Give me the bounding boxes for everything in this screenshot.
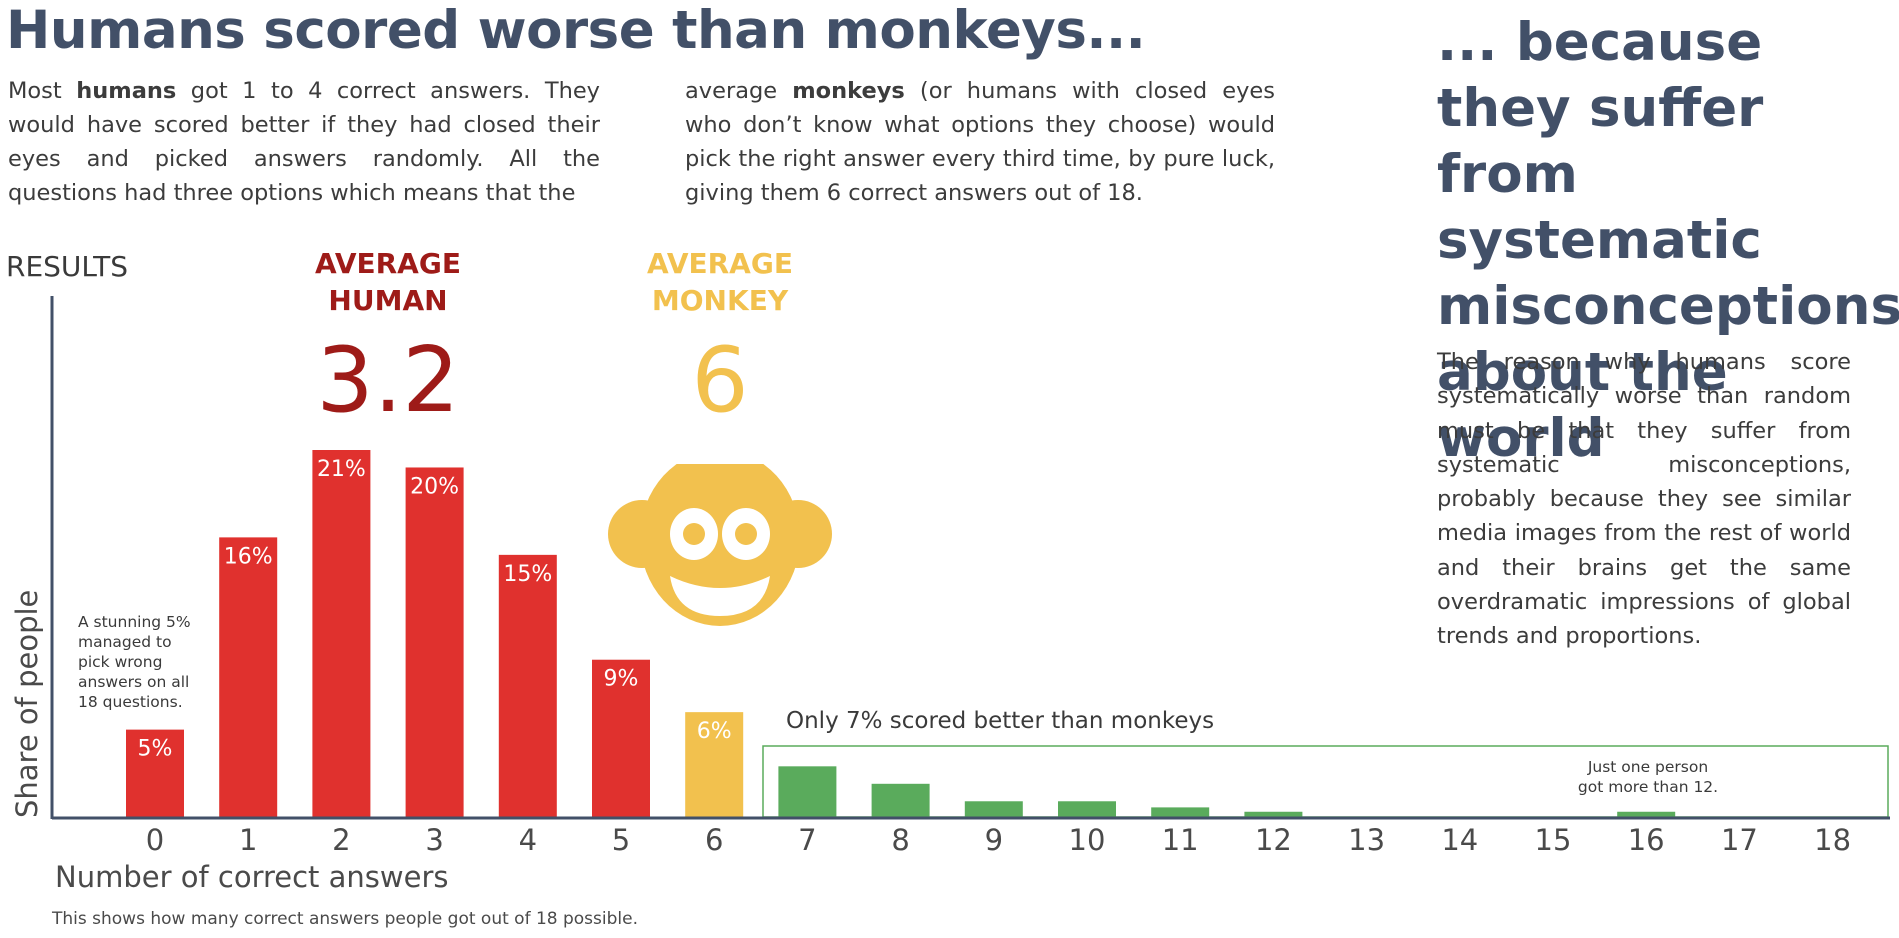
bar-8 bbox=[871, 783, 930, 817]
intro-right-run: monkeys bbox=[792, 78, 905, 104]
data-label-0: 5% bbox=[138, 737, 173, 762]
intro-left-run: got 1 to 4 correct answers. They would h… bbox=[8, 78, 600, 206]
intro-left-run: Most bbox=[8, 78, 77, 104]
note-one-person-line-1: Just one person bbox=[1587, 758, 1709, 776]
note-one-person: Just one person got more than 12. bbox=[1548, 757, 1748, 797]
average-monkey-label-line-1: AVERAGE bbox=[647, 247, 793, 280]
intro-left: Most humans got 1 to 4 correct answers. … bbox=[8, 74, 600, 210]
bar-9 bbox=[964, 801, 1023, 817]
data-label-2: 21% bbox=[317, 457, 366, 482]
x-tick-3: 3 bbox=[425, 823, 443, 857]
footer-note: This shows how many correct answers peop… bbox=[52, 909, 638, 929]
average-human-label-line-1: AVERAGE bbox=[315, 247, 461, 280]
data-label-5: 9% bbox=[604, 667, 639, 692]
average-monkey-label-line-2: MONKEY bbox=[651, 284, 789, 317]
annotation-zero-correct: A stunning 5% managed to pick wrong answ… bbox=[78, 613, 191, 711]
better-than-monkeys-label: Only 7% scored better than monkeys bbox=[786, 708, 1215, 734]
average-monkey-value: 6 bbox=[691, 328, 749, 433]
right-heading-line: about the world bbox=[1437, 342, 1728, 469]
headline: Humans scored worse than monkeys... bbox=[6, 0, 1146, 61]
bar-10 bbox=[1058, 801, 1116, 817]
average-monkey-label: AVERAGE MONKEY bbox=[647, 245, 793, 319]
x-tick-7: 7 bbox=[798, 823, 816, 857]
note-one-person-line-2: got more than 12. bbox=[1577, 778, 1719, 796]
right-heading-line: misconceptions bbox=[1437, 276, 1899, 337]
x-tick-12: 12 bbox=[1255, 823, 1292, 857]
bar-16 bbox=[1617, 811, 1676, 817]
x-tick-2: 2 bbox=[332, 823, 350, 857]
right-paragraph: The reason why humans score systematical… bbox=[1437, 349, 1851, 650]
bar-6 bbox=[685, 712, 744, 817]
right-heading: ... because they suffer from systematic mis… bbox=[1437, 10, 1899, 472]
bar-5 bbox=[592, 659, 650, 817]
bar-4 bbox=[498, 554, 557, 817]
x-tick-13: 13 bbox=[1348, 823, 1385, 857]
intro-right-run: average bbox=[685, 78, 793, 104]
x-tick-14: 14 bbox=[1441, 823, 1478, 857]
bar-12 bbox=[1244, 811, 1303, 817]
average-human-label-line-2: HUMAN bbox=[328, 284, 448, 317]
monkey-face-icon bbox=[608, 464, 832, 626]
x-tick-10: 10 bbox=[1069, 823, 1106, 857]
right-heading-line: ... because bbox=[1437, 12, 1763, 73]
x-tick-0: 0 bbox=[146, 823, 164, 857]
x-tick-18: 18 bbox=[1814, 823, 1851, 857]
right-heading-line: from systematic bbox=[1437, 144, 1762, 271]
x-tick-16: 16 bbox=[1628, 823, 1665, 857]
bar-7 bbox=[778, 766, 837, 817]
x-tick-6: 6 bbox=[705, 823, 723, 857]
data-label-3: 20% bbox=[410, 474, 459, 499]
bar-1 bbox=[219, 537, 278, 817]
average-human-label: AVERAGE HUMAN bbox=[315, 245, 461, 319]
x-tick-4: 4 bbox=[519, 823, 537, 857]
data-label-1: 16% bbox=[224, 544, 273, 569]
intro-right: average monkeys (or humans with closed e… bbox=[685, 74, 1275, 210]
data-label-4: 15% bbox=[503, 562, 552, 587]
x-tick-5: 5 bbox=[612, 823, 630, 857]
x-tick-9: 9 bbox=[985, 823, 1003, 857]
average-human-value: 3.2 bbox=[316, 328, 460, 433]
bar-3 bbox=[405, 467, 464, 817]
x-tick-17: 17 bbox=[1721, 823, 1758, 857]
x-tick-15: 15 bbox=[1535, 823, 1572, 857]
x-tick-1: 1 bbox=[239, 823, 257, 857]
x-tick-8: 8 bbox=[891, 823, 909, 857]
intro-left-run: humans bbox=[76, 78, 177, 104]
results-label: RESULTS bbox=[6, 250, 129, 283]
data-label-6: 6% bbox=[697, 719, 732, 744]
intro-right-run: (or humans with closed eyes who don’t kn… bbox=[685, 78, 1275, 206]
right-heading-line: they suffer bbox=[1437, 78, 1764, 139]
x-axis-title: Number of correct answers bbox=[55, 860, 449, 894]
bar-11 bbox=[1151, 807, 1210, 817]
bar-2 bbox=[312, 450, 371, 817]
x-tick-11: 11 bbox=[1162, 823, 1199, 857]
bar-0 bbox=[126, 729, 184, 817]
y-axis-title: Share of people bbox=[10, 590, 44, 818]
